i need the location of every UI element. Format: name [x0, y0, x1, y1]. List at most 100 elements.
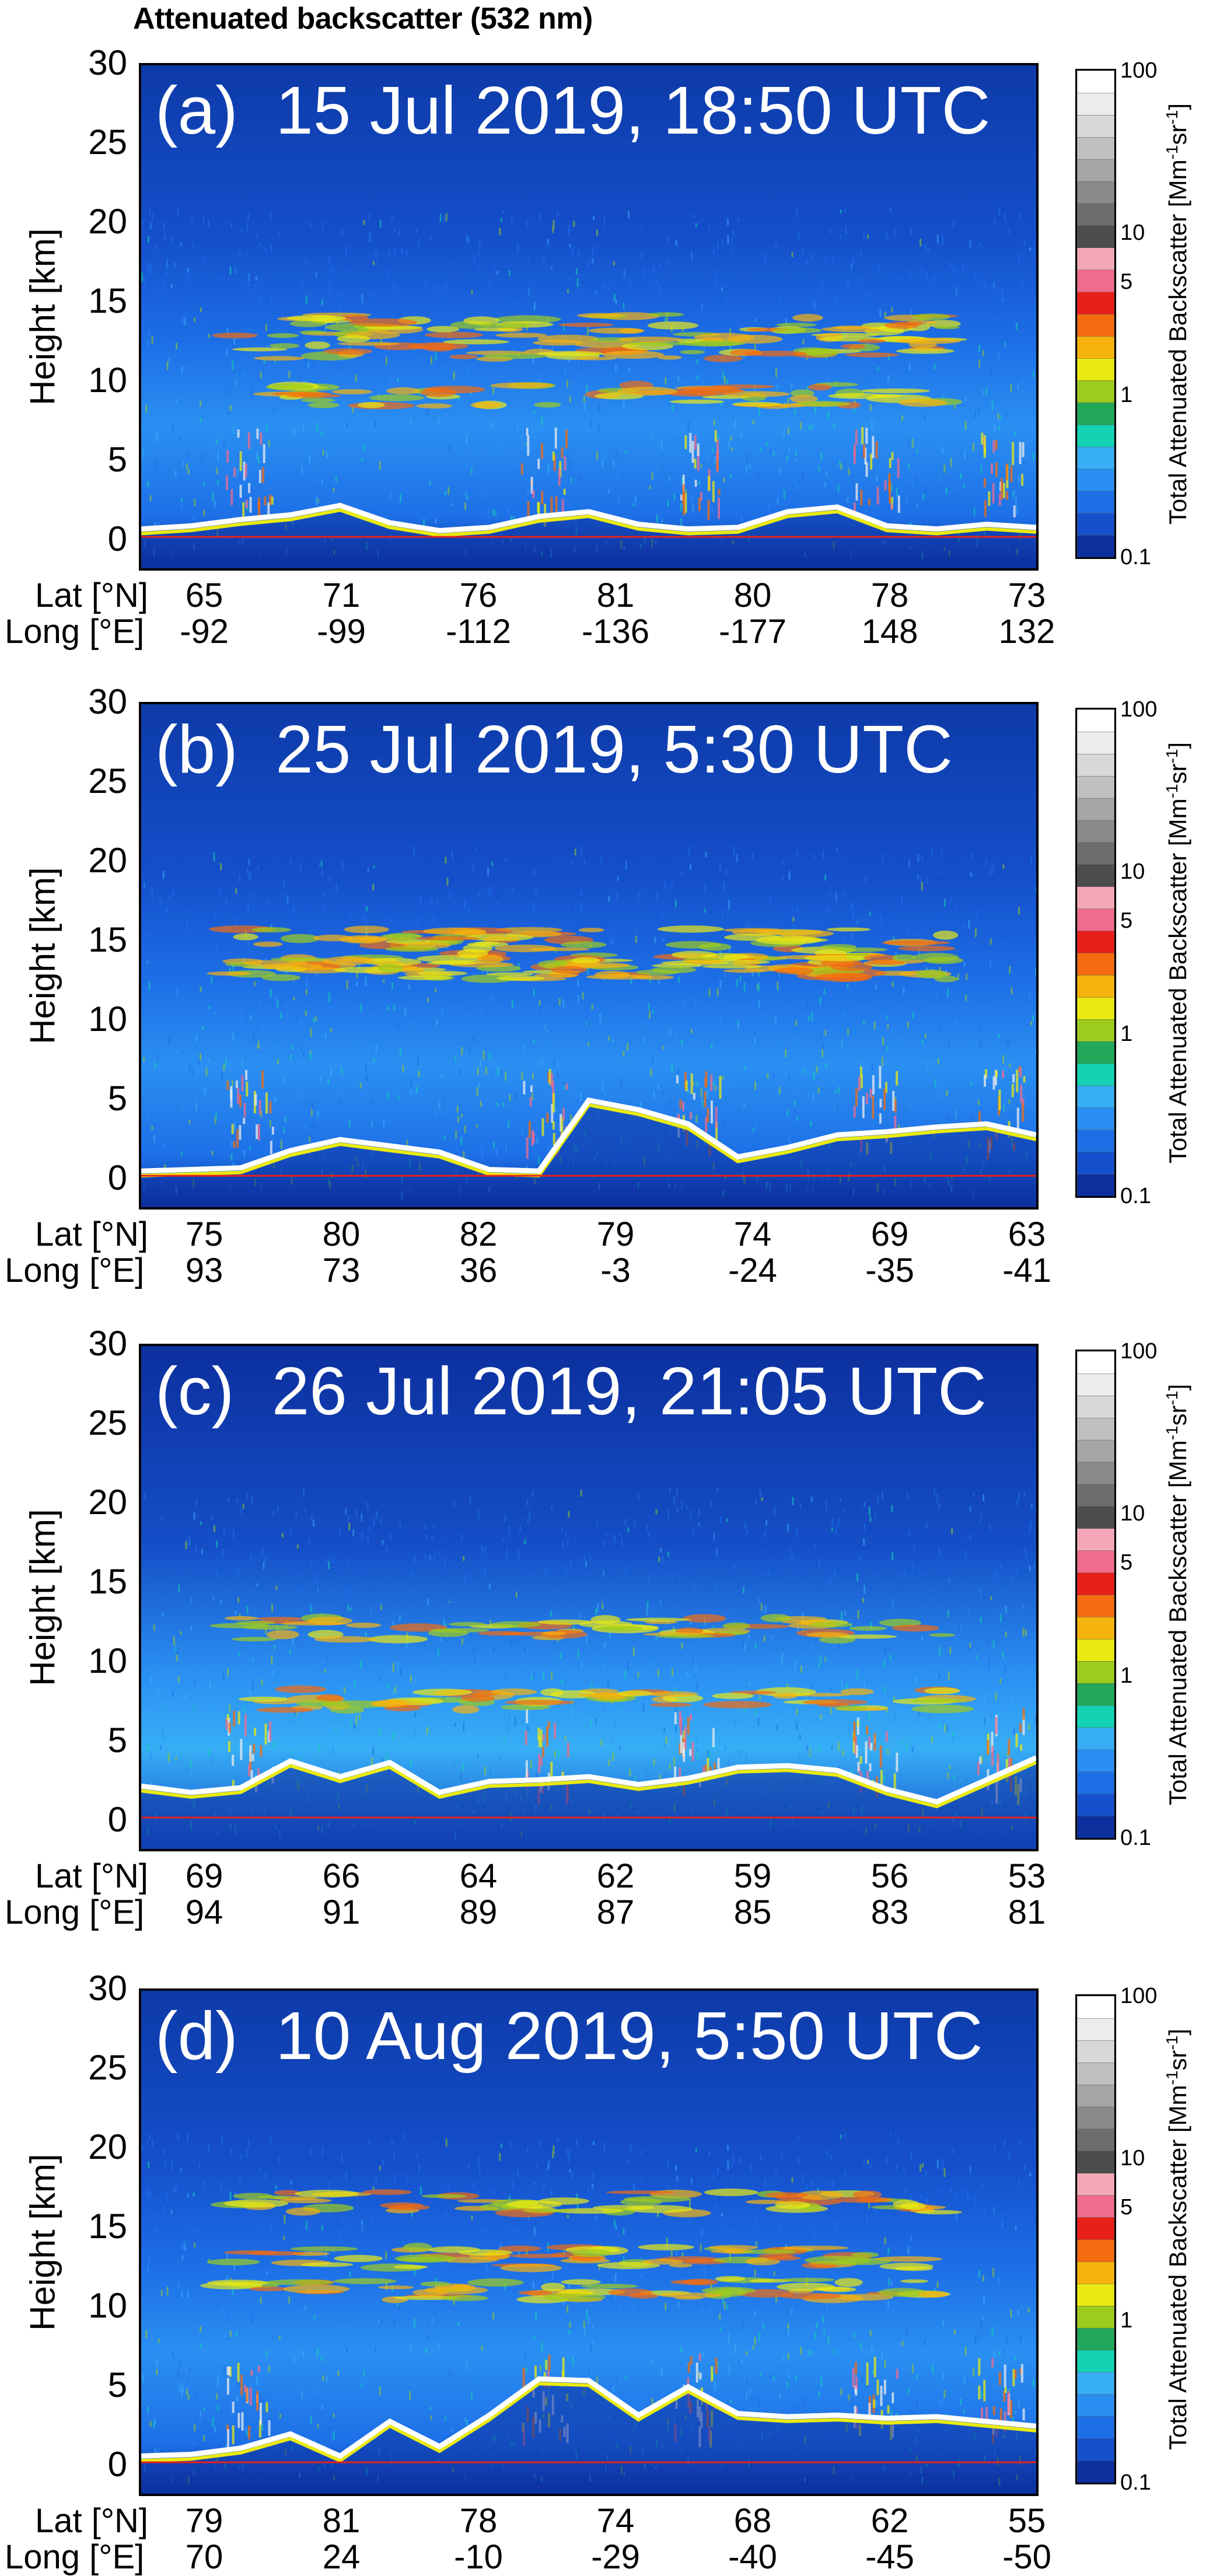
lat-tick-label: 53	[974, 1858, 1079, 1895]
lat-axis-label: Lat [°N]	[35, 578, 148, 614]
y-tick-label: 15	[69, 2209, 127, 2244]
lat-tick-label: 78	[426, 2503, 531, 2539]
colorbar-segment	[1077, 2128, 1114, 2151]
colorbar-segment	[1077, 2372, 1114, 2394]
y-tick-label: 15	[69, 1564, 127, 1599]
colorbar-tick-label: 1	[1120, 383, 1132, 407]
colorbar-segment	[1077, 181, 1114, 204]
lat-tick-label: 59	[700, 1858, 805, 1895]
y-axis-label-text: Height [km]	[23, 867, 63, 1044]
colorbar-tick-label: 5	[1120, 2196, 1132, 2219]
colorbar-segment	[1077, 1152, 1114, 1174]
y-tick-label: 15	[69, 922, 127, 957]
colorbar-segment	[1077, 1550, 1114, 1572]
backscatter-plot: (a) 15 Jul 2019, 18:50 UTC	[139, 63, 1039, 571]
colorbar-segment	[1077, 2018, 1114, 2040]
colorbar-segment	[1077, 820, 1114, 843]
colorbar-segment	[1077, 1418, 1114, 1440]
y-axis-label-text: Height [km]	[23, 1509, 63, 1686]
colorbar-segment	[1077, 1816, 1114, 1838]
lat-tick-label: 69	[152, 1858, 257, 1895]
colorbar-tick-label: 5	[1120, 909, 1132, 932]
y-tick-label: 25	[69, 1406, 127, 1441]
colorbar-segment	[1077, 1462, 1114, 1484]
lat-tick-label: 56	[837, 1858, 942, 1895]
colorbar-segment	[1077, 469, 1114, 491]
colorbar-segment	[1077, 1705, 1114, 1728]
colorbar-segment	[1077, 1794, 1114, 1816]
y-tick-label: 0	[69, 2447, 127, 2482]
colorbar-svg	[1077, 1996, 1114, 2483]
y-tick-label: 20	[69, 843, 127, 878]
colorbar-segment	[1077, 975, 1114, 997]
y-tick-label: 30	[69, 1971, 127, 2006]
colorbar-tick-label: 5	[1120, 1551, 1132, 1574]
colorbar-segment	[1077, 2328, 1114, 2350]
colorbar-segment	[1077, 1661, 1114, 1683]
lat-tick-label: 82	[426, 1217, 531, 1253]
y-tick-label: 5	[69, 1723, 127, 1758]
y-tick-label: 15	[69, 284, 127, 319]
lat-tick-label: 63	[974, 1217, 1079, 1253]
y-axis-label-text: Height [km]	[23, 2154, 63, 2330]
colorbar-tick-label: 10	[1120, 860, 1145, 883]
colorbar	[1075, 708, 1116, 1198]
colorbar-segment	[1077, 1019, 1114, 1041]
colorbar-label: Total Attenuated Backscatter [Mm-1sr-1]	[1160, 708, 1195, 1198]
lat-tick-label: 74	[700, 1217, 805, 1253]
y-tick-label: 20	[69, 204, 127, 239]
lat-tick-label: 81	[563, 578, 668, 614]
colorbar-segment	[1077, 754, 1114, 776]
colorbar-segment	[1077, 2350, 1114, 2372]
colorbar-segment	[1077, 2063, 1114, 2085]
colorbar-segment	[1077, 798, 1114, 820]
colorbar-segment	[1077, 1617, 1114, 1639]
backscatter-plot: (d) 10 Aug 2019, 5:50 UTC	[139, 1988, 1039, 2496]
colorbar-segment	[1077, 1639, 1114, 1661]
colorbar-segment	[1077, 2239, 1114, 2262]
y-tick-label: 5	[69, 2368, 127, 2403]
lat-axis-label: Lat [°N]	[35, 2503, 148, 2539]
y-tick-label: 5	[69, 442, 127, 477]
colorbar-segment	[1077, 1440, 1114, 1462]
lat-tick-label: 80	[289, 1217, 394, 1253]
colorbar-tick-label: 10	[1120, 2147, 1145, 2170]
lat-tick-label: 74	[563, 2503, 668, 2539]
colorbar-segment	[1077, 1041, 1114, 1064]
colorbar-segment	[1077, 446, 1114, 469]
long-tick-label: 70	[152, 2539, 257, 2575]
colorbar-segment	[1077, 403, 1114, 425]
lat-tick-label: 79	[152, 2503, 257, 2539]
y-axis-label-text: Height [km]	[23, 228, 63, 405]
colorbar-segment	[1077, 247, 1114, 270]
colorbar-segment	[1077, 159, 1114, 181]
colorbar-segment	[1077, 1484, 1114, 1506]
colorbar-segment	[1077, 225, 1114, 247]
colorbar-tick-label: 1	[1120, 1664, 1132, 1687]
colorbar-segment	[1077, 71, 1114, 93]
colorbar-tick-label: 0.1	[1120, 546, 1151, 569]
colorbar-segment	[1077, 2438, 1114, 2460]
colorbar-segment	[1077, 732, 1114, 754]
colorbar-segment	[1077, 1373, 1114, 1396]
colorbar-segment	[1077, 1727, 1114, 1749]
colorbar-segment	[1077, 292, 1114, 314]
colorbar-segment	[1077, 2306, 1114, 2328]
colorbar-segment	[1077, 886, 1114, 908]
lat-tick-label: 75	[152, 1217, 257, 1253]
colorbar-svg	[1077, 709, 1114, 1196]
colorbar-segment	[1077, 491, 1114, 513]
y-tick-label: 5	[69, 1081, 127, 1116]
colorbar-segment	[1077, 2195, 1114, 2217]
lat-tick-label: 66	[289, 1858, 394, 1895]
panel-title: (b) 25 Jul 2019, 5:30 UTC	[155, 710, 953, 788]
lat-tick-label: 62	[563, 1858, 668, 1895]
y-tick-label: 20	[69, 2130, 127, 2165]
colorbar-segment	[1077, 513, 1114, 535]
lat-axis-label: Lat [°N]	[35, 1858, 148, 1895]
colorbar-segment	[1077, 1749, 1114, 1771]
